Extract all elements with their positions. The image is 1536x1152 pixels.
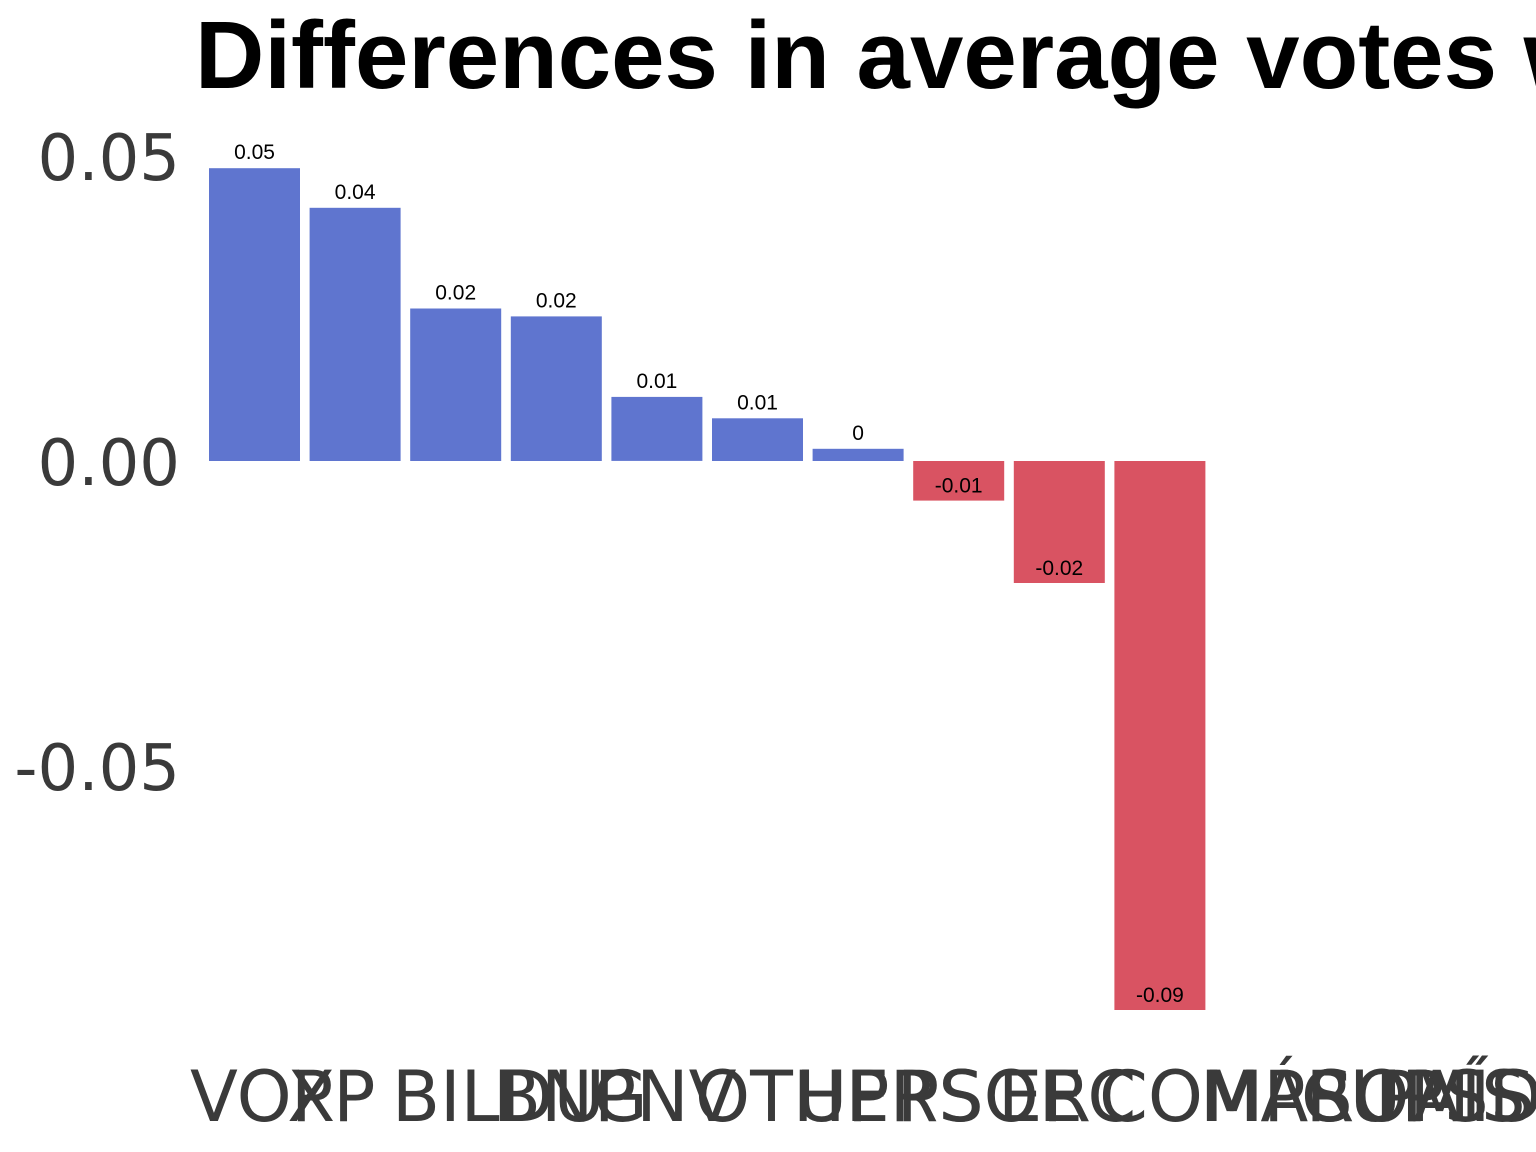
y-tick-label: 0.00 (38, 427, 181, 501)
y-axis: 0.05 0.00 -0.05 (14, 122, 180, 806)
bar (712, 418, 803, 461)
x-tick-label: VOX (190, 1056, 335, 1138)
data-label: -0.09 (1136, 984, 1184, 1007)
x-tick-label: UP (796, 1056, 889, 1138)
x-tick-label: PSD (1402, 1056, 1536, 1138)
y-tick-label: 0.05 (38, 122, 181, 196)
data-label: 0.01 (636, 370, 677, 393)
bar (1114, 461, 1206, 1010)
x-tick-label: OTHERS (695, 1056, 983, 1138)
data-labels: 0.05 0.04 0.02 0.02 0.01 0.01 0 -0.01 -0.02 -0.09 (234, 141, 1184, 1007)
bars (209, 168, 1206, 1010)
bar (913, 461, 1005, 501)
x-tick-label: PP (291, 1056, 375, 1138)
data-label: 0.04 (335, 181, 376, 204)
data-label: -0.02 (1035, 557, 1083, 580)
x-tick-label: CUP (1301, 1056, 1443, 1138)
bar (309, 207, 401, 461)
bar (1013, 461, 1105, 583)
chart-title: Differences in average votes w (195, 2, 1536, 109)
x-tick-label: MÁS PAÍS (1200, 1056, 1526, 1138)
bar (611, 396, 703, 461)
data-label: 0.05 (234, 141, 275, 164)
x-tick-label: PNV (594, 1056, 737, 1138)
y-tick-label: -0.05 (14, 732, 180, 806)
x-tick-label: COMPROMÍS (1099, 1056, 1535, 1138)
data-label: 0.01 (737, 391, 778, 414)
data-label: 0.02 (435, 282, 476, 305)
x-tick-label: BILDU (392, 1056, 605, 1138)
x-tick-label: BNG (493, 1056, 648, 1138)
x-tick-label: PSOE (897, 1056, 1083, 1138)
data-label: -0.01 (935, 475, 983, 498)
bar (209, 168, 300, 461)
bar (510, 316, 602, 461)
data-label: 0.02 (536, 289, 577, 312)
bar (410, 308, 502, 461)
data-label: 0 (852, 422, 864, 445)
x-tick-label: ERC (998, 1056, 1136, 1138)
bar (812, 448, 904, 461)
